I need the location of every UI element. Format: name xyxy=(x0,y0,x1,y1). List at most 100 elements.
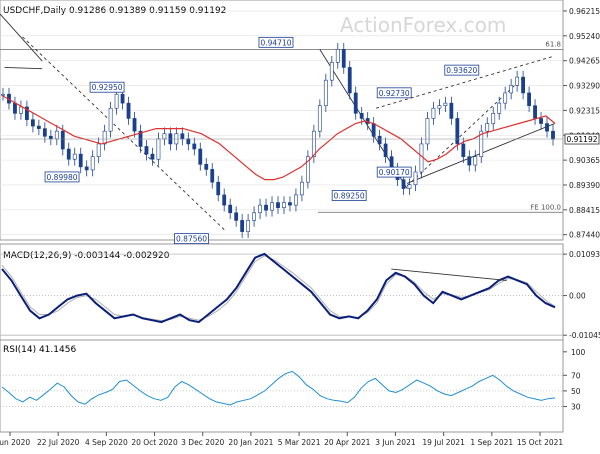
macd-gridlines xyxy=(0,253,563,336)
price-candle-body xyxy=(78,153,83,168)
fib-level-label: 61.8 xyxy=(545,40,561,48)
price-annotation-box xyxy=(376,87,412,99)
price-annotation-label: 0.94710 xyxy=(260,38,291,47)
x-tick-label: 4 Sep 2020 xyxy=(85,438,128,447)
moving-average-line xyxy=(1,94,556,181)
price-candle-body xyxy=(305,156,310,183)
x-tick-label: 1 Sep 2021 xyxy=(470,438,513,447)
price-candle-body xyxy=(216,181,221,196)
price-candle-body xyxy=(401,179,406,189)
price-annotation-box xyxy=(444,64,480,76)
price-tick-label: 0.87440 xyxy=(569,231,600,240)
price-annotation-label: 0.87560 xyxy=(176,235,207,244)
x-tick-label: 19 Jul 2021 xyxy=(422,438,465,447)
price-candle-body xyxy=(276,202,280,208)
trend-line xyxy=(375,55,555,109)
x-tick-label: 3 Jun 2021 xyxy=(375,438,416,447)
price-candle-body xyxy=(198,148,203,165)
x-tick-label: 20 Oct 2020 xyxy=(131,438,178,447)
price-candle-body xyxy=(240,220,245,232)
price-candle-body xyxy=(347,67,352,94)
price-candle-body xyxy=(13,102,17,114)
price-candle-body xyxy=(311,130,316,157)
price-candle-body xyxy=(204,164,209,170)
rsi-series xyxy=(1,370,556,406)
price-candle-body xyxy=(527,92,531,106)
price-candle-body xyxy=(282,202,286,208)
macd-label: MACD(12,26,9) -0.003144 -0.002920 xyxy=(3,251,170,261)
price-candle-body xyxy=(228,204,233,214)
price-candle-body xyxy=(539,118,543,124)
price-annotation-box xyxy=(174,233,209,245)
macd-signal-line xyxy=(1,255,556,322)
price-candle-body xyxy=(288,202,292,206)
price-candle-body xyxy=(84,166,89,171)
price-candle-body xyxy=(443,102,448,106)
price-candle-body xyxy=(114,93,119,109)
fib-level-label: FE 100.0 xyxy=(530,203,561,211)
x-tick-label: 5 Mar 2021 xyxy=(278,438,321,447)
x-tick-label: 22 Jul 2020 xyxy=(37,438,80,447)
price-candle-body xyxy=(54,130,59,140)
last-price-box xyxy=(564,133,600,145)
price-annotation-label: 0.93620 xyxy=(446,66,477,75)
price-candle-body xyxy=(156,138,161,160)
moving-average-series xyxy=(1,94,556,181)
macd-tick-label: 0.00 xyxy=(569,292,586,301)
price-candle-body xyxy=(479,130,484,157)
price-annotation-label: 0.90170 xyxy=(379,168,410,177)
price-candle-body xyxy=(19,106,23,114)
price-candle-body xyxy=(551,130,555,140)
price-tick-label: 0.90365 xyxy=(569,156,600,165)
last-price-label: 0.91192 xyxy=(566,135,597,144)
price-candle-body xyxy=(371,123,376,137)
price-candle-body xyxy=(437,105,442,109)
price-candle-body xyxy=(455,118,460,145)
macd-y-axis: 0.010935 0.00 -0.010459 xyxy=(563,250,600,340)
fibonacci-levels: 61.8 FE 100.0 xyxy=(0,40,563,213)
price-candle-body xyxy=(126,102,131,119)
price-candle-body xyxy=(162,133,167,140)
price-annotation-box xyxy=(258,36,294,48)
x-tick-label: 3 Dec 2020 xyxy=(181,438,224,447)
x-tick-label: 20 Jan 2021 xyxy=(228,438,273,447)
macd-trend-line xyxy=(391,268,507,281)
price-candle-body xyxy=(270,202,274,211)
price-annotations: 0.92950 0.89980 0.87560 0.94710 0.92730 0.892… xyxy=(44,36,480,245)
price-candle-body xyxy=(467,156,472,166)
price-candle-body xyxy=(515,76,520,86)
price-candle-body xyxy=(60,130,65,150)
macd-series xyxy=(1,252,556,324)
price-tick-label: 0.95240 xyxy=(569,32,600,41)
x-tick-label: 8 Jun 2020 xyxy=(0,438,30,447)
price-candle-body xyxy=(132,118,137,132)
price-candle-body xyxy=(72,153,77,160)
macd-tick-label: -0.010459 xyxy=(569,331,600,340)
price-candle-body xyxy=(533,105,537,119)
price-annotation-label: 0.92730 xyxy=(379,89,410,98)
price-candle-body xyxy=(144,146,149,155)
rsi-y-axis: 100 70 50 30 xyxy=(563,348,586,412)
rsi-line xyxy=(1,370,556,406)
macd-line xyxy=(1,252,556,324)
price-candle-body xyxy=(413,171,418,186)
x-tick-label: 20 Apr 2021 xyxy=(324,438,371,447)
price-candle-body xyxy=(36,125,41,129)
price-candle-body xyxy=(407,184,412,189)
price-candle-body xyxy=(30,119,35,127)
price-tick-label: 0.93290 xyxy=(569,82,600,91)
price-candle-body xyxy=(210,169,215,183)
price-candle-body xyxy=(294,194,298,206)
rsi-gridlines xyxy=(0,374,563,407)
price-annotation-box xyxy=(376,166,412,178)
price-candle-body xyxy=(449,102,454,119)
price-candle-body xyxy=(150,153,155,160)
price-candle-body xyxy=(1,93,5,96)
price-candle-body xyxy=(377,135,382,145)
price-candle-body xyxy=(545,123,549,132)
price-annotation-box xyxy=(44,171,80,183)
price-candle-body xyxy=(42,128,47,137)
